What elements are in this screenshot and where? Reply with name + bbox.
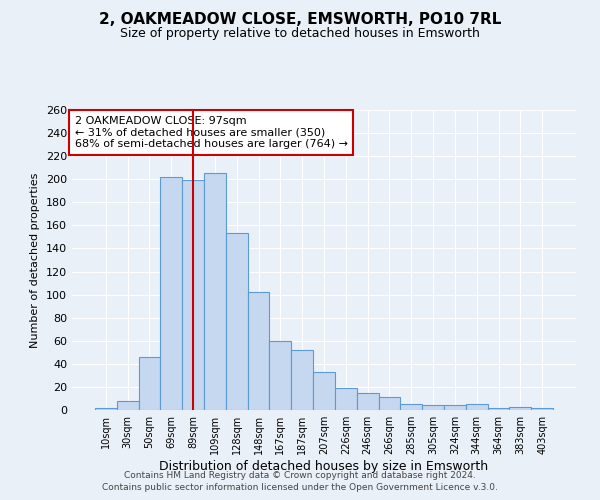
Bar bbox=[466, 404, 488, 410]
Bar bbox=[531, 408, 553, 410]
Bar bbox=[422, 406, 444, 410]
Text: 2, OAKMEADOW CLOSE, EMSWORTH, PO10 7RL: 2, OAKMEADOW CLOSE, EMSWORTH, PO10 7RL bbox=[99, 12, 501, 28]
Bar bbox=[204, 174, 226, 410]
Bar bbox=[313, 372, 335, 410]
Bar bbox=[269, 341, 291, 410]
Text: 2 OAKMEADOW CLOSE: 97sqm
← 31% of detached houses are smaller (350)
68% of semi-: 2 OAKMEADOW CLOSE: 97sqm ← 31% of detach… bbox=[74, 116, 347, 149]
Bar bbox=[357, 392, 379, 410]
Bar bbox=[488, 408, 509, 410]
Bar bbox=[182, 180, 204, 410]
Text: Size of property relative to detached houses in Emsworth: Size of property relative to detached ho… bbox=[120, 28, 480, 40]
Bar bbox=[226, 234, 248, 410]
Bar bbox=[444, 406, 466, 410]
Bar bbox=[139, 357, 160, 410]
Bar bbox=[335, 388, 357, 410]
Text: Contains HM Land Registry data © Crown copyright and database right 2024.: Contains HM Land Registry data © Crown c… bbox=[124, 471, 476, 480]
Text: Contains public sector information licensed under the Open Government Licence v.: Contains public sector information licen… bbox=[102, 484, 498, 492]
Bar bbox=[509, 406, 531, 410]
Bar bbox=[248, 292, 269, 410]
Bar bbox=[400, 404, 422, 410]
Bar bbox=[379, 398, 400, 410]
X-axis label: Distribution of detached houses by size in Emsworth: Distribution of detached houses by size … bbox=[160, 460, 488, 473]
Bar bbox=[117, 401, 139, 410]
Y-axis label: Number of detached properties: Number of detached properties bbox=[31, 172, 40, 348]
Bar bbox=[95, 408, 117, 410]
Bar bbox=[160, 177, 182, 410]
Bar bbox=[291, 350, 313, 410]
